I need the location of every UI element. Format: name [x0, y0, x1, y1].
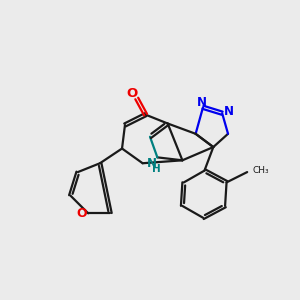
Text: N: N — [147, 157, 157, 170]
Text: N: N — [196, 96, 206, 109]
Text: CH₃: CH₃ — [253, 166, 269, 175]
Text: N: N — [224, 105, 234, 118]
Text: O: O — [127, 87, 138, 100]
Text: H: H — [152, 164, 161, 174]
Text: O: O — [76, 207, 87, 220]
